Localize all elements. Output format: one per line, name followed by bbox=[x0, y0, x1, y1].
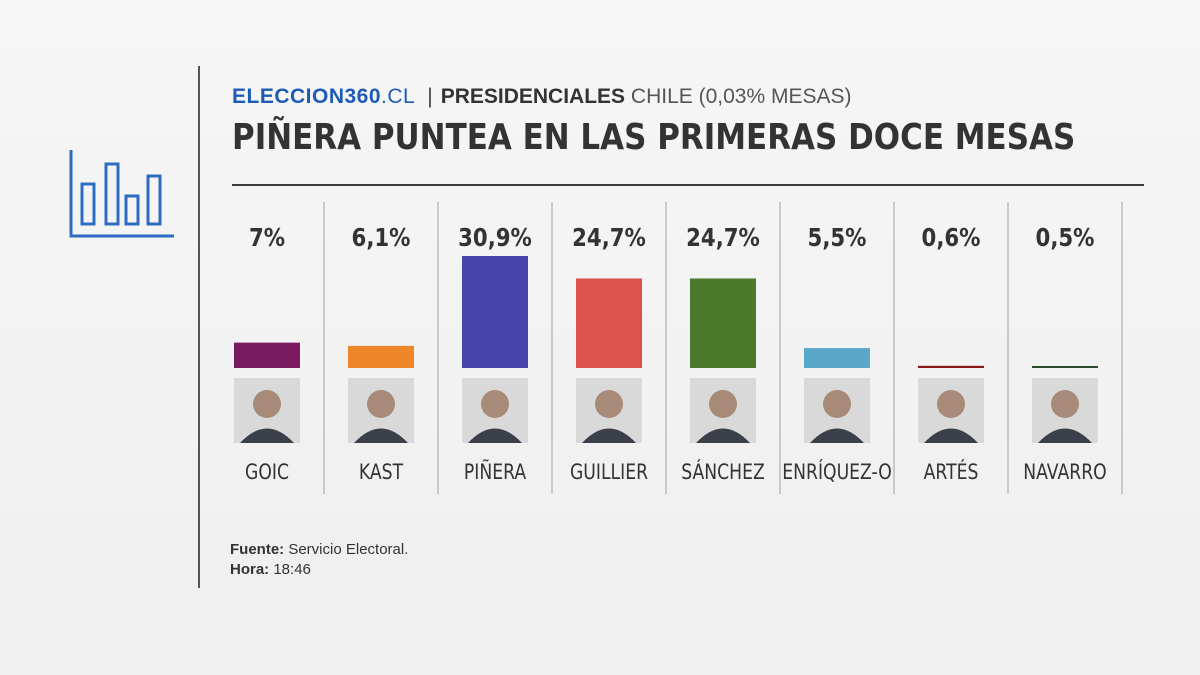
bar bbox=[348, 345, 414, 368]
category-label: GUILLIER bbox=[570, 459, 648, 484]
bar bbox=[804, 348, 870, 368]
bar bbox=[690, 278, 756, 368]
data-label: 24,7% bbox=[572, 223, 646, 252]
category-label: KAST bbox=[359, 459, 403, 484]
section-title: PRESIDENCIALES bbox=[440, 85, 626, 108]
category-label: PIÑERA bbox=[464, 459, 526, 484]
data-label: 24,7% bbox=[686, 223, 760, 252]
category-label: SÁNCHEZ bbox=[681, 459, 764, 484]
title-rule bbox=[232, 184, 1144, 186]
site-logo: ELECCION360.CL bbox=[232, 85, 416, 108]
page-title: PIÑERA PUNTEA EN LAS PRIMERAS DOCE MESAS bbox=[232, 117, 1076, 158]
person-photo-icon bbox=[690, 378, 756, 443]
bar-chart: 7% GOIC 6,1% KAST 30,9% PIÑERA 24,7% GUILLIER 24… bbox=[234, 202, 1123, 494]
category-label: NAVARRO bbox=[1023, 459, 1106, 484]
data-label: 0,6% bbox=[922, 223, 981, 252]
data-label: 7% bbox=[249, 223, 285, 252]
bar-chart-icon bbox=[69, 150, 174, 238]
bar bbox=[1032, 366, 1098, 368]
person-photo-icon bbox=[1032, 378, 1098, 443]
bar bbox=[576, 278, 642, 368]
separator: | bbox=[427, 85, 433, 108]
person-photo-icon bbox=[804, 378, 870, 443]
header: ELECCION360.CL | PRESIDENCIALES CHILE (0,0… bbox=[232, 84, 1144, 162]
person-photo-icon bbox=[234, 378, 300, 443]
person-photo-icon bbox=[348, 378, 414, 443]
bar bbox=[234, 342, 300, 368]
section-subtitle: CHILE (0,03% MESAS) bbox=[625, 85, 852, 108]
brand-line: ELECCION360.CL | PRESIDENCIALES CHILE (0,0… bbox=[232, 84, 1144, 110]
left-divider bbox=[198, 66, 200, 588]
person-photo-icon bbox=[918, 378, 984, 443]
category-label: ARTÉS bbox=[924, 459, 979, 484]
data-label: 5,5% bbox=[808, 223, 867, 252]
data-label: 6,1% bbox=[352, 223, 411, 252]
bar bbox=[462, 256, 528, 368]
person-photo-icon bbox=[462, 378, 528, 443]
data-label: 0,5% bbox=[1036, 223, 1095, 252]
footer: Fuente: Servicio Electoral. Hora: 18:46 bbox=[230, 540, 408, 580]
time-line: Hora: 18:46 bbox=[230, 561, 311, 578]
person-photo-icon bbox=[576, 378, 642, 443]
source-line: Fuente: Servicio Electoral. bbox=[230, 541, 409, 558]
category-label: GOIC bbox=[245, 459, 289, 484]
category-label: ENRÍQUEZ-O bbox=[782, 459, 891, 484]
bar bbox=[918, 365, 984, 368]
data-label: 30,9% bbox=[458, 223, 532, 252]
